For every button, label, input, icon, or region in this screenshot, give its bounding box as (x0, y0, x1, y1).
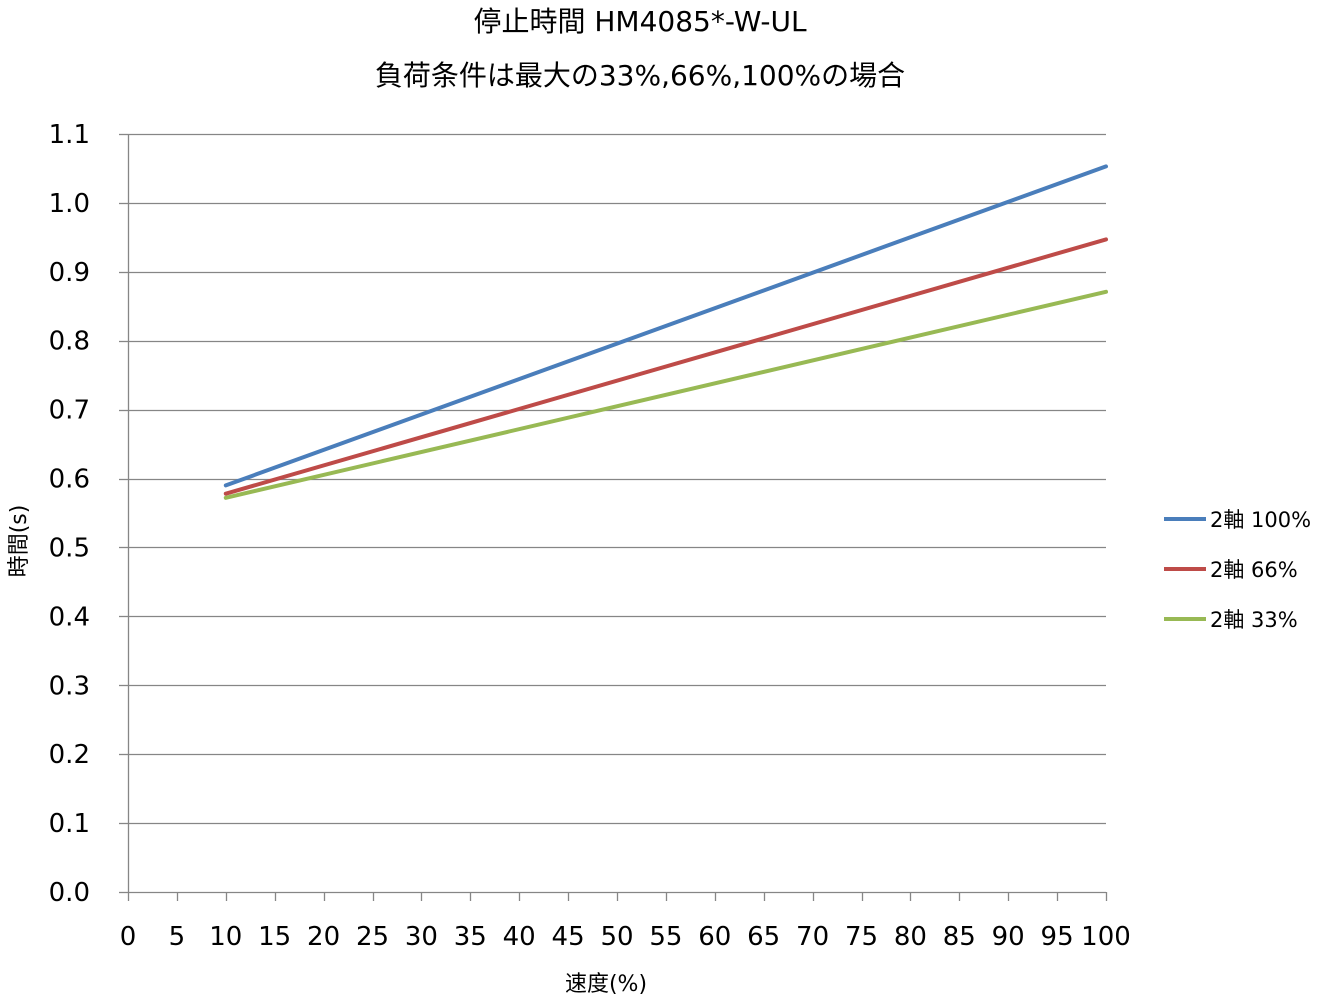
x-tick-label: 45 (552, 922, 585, 952)
series-line (223, 164, 1108, 488)
chart-title: 停止時間 HM4085*-W-UL (473, 5, 807, 38)
x-tick-label: 50 (600, 922, 633, 952)
x-tick-label: 90 (992, 922, 1025, 952)
x-tick-label: 60 (698, 922, 731, 952)
x-tick-label: 20 (307, 922, 340, 952)
y-tick-label: 0.2 (49, 740, 90, 770)
x-tick-label: 65 (747, 922, 780, 952)
x-tick-label: 0 (120, 922, 137, 952)
chart-subtitle: 負荷条件は最大の33%,66%,100%の場合 (374, 59, 906, 92)
x-tick-label: 55 (649, 922, 682, 952)
y-tick-label: 0.0 (49, 878, 90, 908)
y-tick-label: 1.0 (49, 189, 90, 219)
y-tick-label: 0.9 (49, 258, 90, 288)
axes (119, 133, 1108, 901)
y-tick-label: 0.4 (49, 602, 90, 632)
x-tick-label: 15 (258, 922, 291, 952)
y-tick-label: 0.7 (49, 396, 90, 426)
y-tick-label: 0.3 (49, 671, 90, 701)
y-tick-label: 0.5 (49, 533, 90, 563)
legend: 2軸 100% 2軸 66% 2軸 33% (1164, 508, 1311, 632)
y-axis-title: 時間(s) (7, 505, 32, 578)
legend-label: 2軸 66% (1210, 558, 1298, 582)
y-tick-label: 0.1 (49, 809, 90, 839)
x-tick-label: 80 (894, 922, 927, 952)
x-tick-label: 100 (1081, 922, 1131, 952)
tick-labels: 0.0 0.1 0.2 0.3 0.4 0.5 0.6 0.7 0.8 0.9 1.0 1.1 0 5 10… (49, 120, 1131, 952)
x-tick-label: 5 (169, 922, 186, 952)
x-tick-label: 25 (356, 922, 389, 952)
series-line (223, 237, 1108, 496)
legend-label: 2軸 100% (1210, 508, 1311, 532)
x-tick-label: 35 (454, 922, 487, 952)
series-line (223, 289, 1108, 500)
x-tick-label: 30 (405, 922, 438, 952)
legend-label: 2軸 33% (1210, 608, 1298, 632)
x-tick-label: 85 (943, 922, 976, 952)
x-tick-label: 75 (845, 922, 878, 952)
x-axis-title: 速度(%) (565, 972, 647, 997)
x-tick-label: 70 (796, 922, 829, 952)
series-lines (223, 164, 1108, 500)
y-tick-label: 0.8 (49, 327, 90, 357)
y-tick-label: 0.6 (49, 465, 90, 495)
y-tick-label: 1.1 (49, 120, 90, 150)
x-tick-label: 95 (1041, 922, 1074, 952)
x-tick-label: 10 (209, 922, 242, 952)
x-tick-label: 40 (503, 922, 536, 952)
